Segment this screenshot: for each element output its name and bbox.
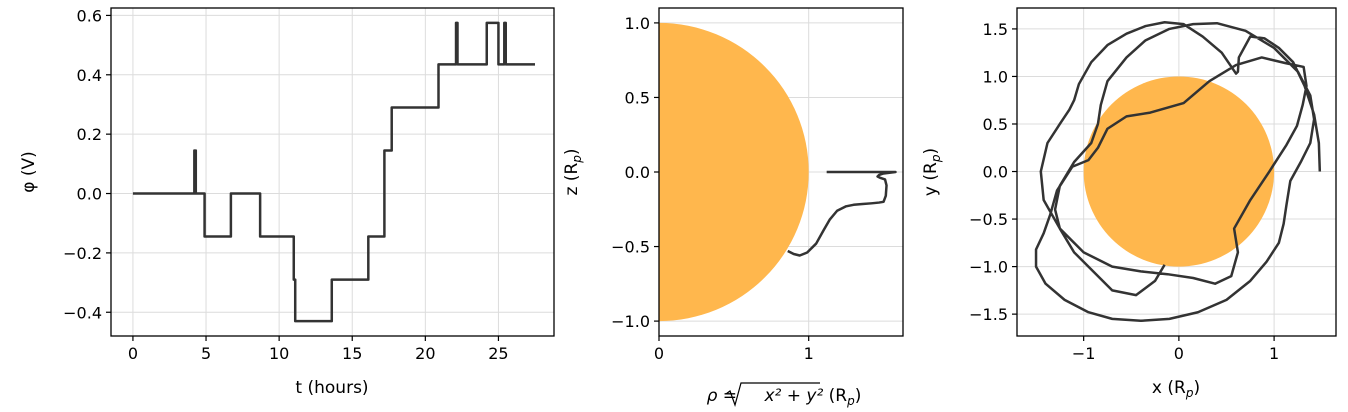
x-tick-label: 15 bbox=[342, 344, 362, 363]
x-tick-label: −1 bbox=[1072, 344, 1096, 363]
svg-text:x (Rp): x (Rp) bbox=[1152, 378, 1200, 400]
svg-text:z (Rp): z (Rp) bbox=[562, 148, 584, 195]
x-tick-label: 25 bbox=[488, 344, 508, 363]
x-tick-label: 1 bbox=[1269, 344, 1279, 363]
sqrt-sign bbox=[725, 382, 820, 407]
plot-area bbox=[1034, 21, 1322, 323]
potential-vs-time-panel: t (hours) φ (V) 0 5 10 15 20 25 −0.4 −0.2 0.0 0.2… bbox=[19, 6, 555, 398]
y-tick-label: 1.0 bbox=[983, 67, 1008, 86]
y-tick-label: 0.5 bbox=[625, 88, 650, 107]
series-line-0 bbox=[787, 170, 897, 257]
panel2-ylabel-main: z (R bbox=[562, 163, 582, 196]
plot-area bbox=[659, 22, 897, 322]
y-tick-label: 0.4 bbox=[77, 66, 102, 85]
panel3-ylabel-close: ) bbox=[921, 148, 941, 155]
y-tick-label: −1.0 bbox=[611, 312, 650, 331]
y-tick-label: 0.0 bbox=[77, 185, 102, 204]
y-tick-label: −1.0 bbox=[969, 258, 1008, 277]
panel1-xlabel: t (hours) bbox=[295, 378, 368, 398]
y-tick-label: −0.5 bbox=[611, 238, 650, 257]
plot-area bbox=[132, 21, 535, 323]
panel3-xlabel-close: ) bbox=[1193, 378, 1200, 398]
x-tick-label: 10 bbox=[269, 344, 289, 363]
panel1-ylabel: φ (V) bbox=[19, 151, 39, 193]
y-tick-label: 0.6 bbox=[77, 6, 102, 25]
y-tick-label: 0.5 bbox=[983, 115, 1008, 134]
svg-text:y (Rp): y (Rp) bbox=[921, 148, 943, 196]
planet-disc bbox=[659, 22, 809, 322]
y-tick-label: 1.5 bbox=[983, 20, 1008, 39]
panel2-xlabel-sub: p bbox=[846, 394, 855, 408]
x-tick-label: 0 bbox=[128, 344, 138, 363]
panel3-ylabel: y (Rp) bbox=[921, 148, 943, 196]
panel2-xlabel-close: ) bbox=[855, 386, 862, 406]
panel3-xlabel: x (Rp) bbox=[1152, 378, 1200, 400]
y-vs-x-panel: x (Rp) y (Rp) −1 0 1−1.5−1.0−0.50.00.51.01… bbox=[921, 7, 1337, 400]
z-vs-rho-panel: ρ = x² + y² (Rp) z (Rp) 0 1−1.0−0.50.00.5… bbox=[562, 7, 904, 408]
panel2-xlabel-expr: x² + y² bbox=[763, 386, 823, 406]
x-tick-label: 0 bbox=[654, 344, 664, 363]
panel2-ylabel: z (Rp) bbox=[562, 148, 584, 195]
x-tick-label: 20 bbox=[415, 344, 435, 363]
x-tick-label: 5 bbox=[201, 344, 211, 363]
panel3-ylabel-sub: p bbox=[929, 154, 943, 163]
series-line-0 bbox=[1034, 21, 1322, 323]
axes-frame bbox=[110, 7, 555, 337]
panel3-xlabel-main: x (R bbox=[1152, 378, 1186, 398]
y-tick-label: 0.0 bbox=[625, 163, 650, 182]
planet-disc bbox=[1083, 76, 1275, 267]
panel3-xlabel-sub: p bbox=[1185, 386, 1194, 400]
panel3-ylabel-main: y (R bbox=[921, 162, 941, 196]
svg-text:ρ = x² + y² (Rp): ρ = x² + y² (Rp) bbox=[707, 386, 862, 408]
y-tick-label: 0.2 bbox=[77, 125, 102, 144]
y-tick-label: −1.5 bbox=[969, 305, 1008, 324]
panel2-ylabel-close: ) bbox=[562, 148, 582, 155]
x-tick-label: 1 bbox=[804, 344, 814, 363]
x-tick-label: 0 bbox=[1174, 344, 1184, 363]
y-tick-label: −0.4 bbox=[63, 303, 102, 322]
y-tick-label: 0.0 bbox=[983, 163, 1008, 182]
y-tick-label: −0.5 bbox=[969, 210, 1008, 229]
y-tick-label: −0.2 bbox=[63, 244, 102, 263]
panel2-xlabel-unit: (R bbox=[823, 386, 847, 406]
series-line-0 bbox=[132, 21, 535, 323]
panel2-ylabel-sub: p bbox=[570, 155, 584, 164]
panel2-xlabel: ρ = x² + y² (Rp) bbox=[707, 382, 862, 408]
y-tick-label: 1.0 bbox=[625, 14, 650, 33]
